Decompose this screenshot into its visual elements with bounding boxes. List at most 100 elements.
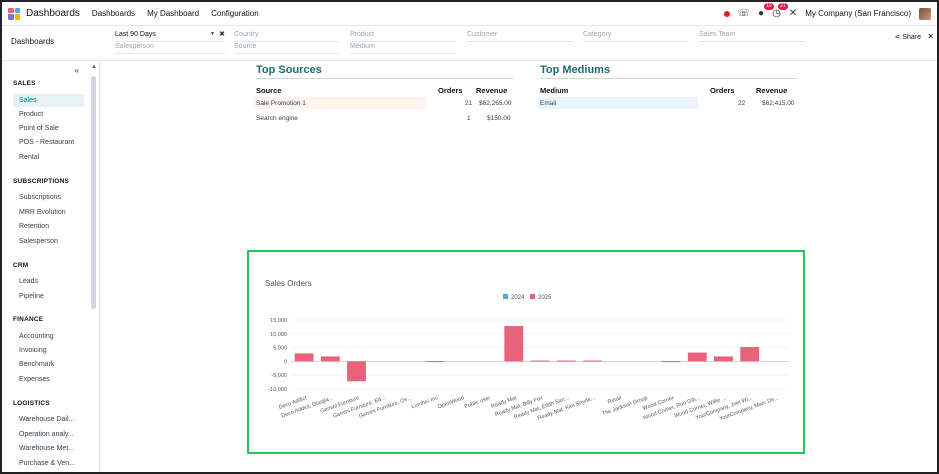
activities-icon[interactable]: ◷ 21 — [772, 3, 788, 19]
medium-filter-placeholder: Medium — [350, 43, 375, 50]
date-filter-value: Last 90 Days — [115, 31, 156, 38]
sidebar-item-salesperson[interactable]: Salesperson — [19, 238, 58, 245]
bar-2025 — [740, 347, 760, 362]
top-sources-row2-name[interactable]: Search engine — [256, 115, 298, 122]
y-tick-label: 5,000 — [273, 346, 287, 352]
top-mediums-row1-name[interactable]: Email — [540, 100, 557, 107]
sidebar-item-pipeline[interactable]: Pipeline — [19, 293, 44, 300]
section-finance: FINANCE — [13, 316, 44, 323]
share-icon: ⋖ — [894, 34, 903, 41]
y-tick-label: 0 — [284, 359, 287, 365]
debug-tools-icon[interactable]: ✕ — [788, 8, 798, 19]
section-subscriptions: SUBSCRIPTIONS — [13, 178, 70, 185]
recording-indicator-icon[interactable] — [723, 10, 730, 17]
sidebar-item-benchmark[interactable]: Benchmark — [19, 361, 55, 368]
salesperson-filter[interactable]: Salesperson — [115, 43, 225, 54]
top-mediums-header-medium: Medium — [540, 86, 569, 95]
sidebar-item-point-of-sale[interactable]: Point of Sale — [19, 125, 59, 132]
sales-team-filter[interactable]: Sales Team — [699, 31, 805, 42]
chart-canvas: 2024 202515,00010,0005,0000-5,000-10,000D… — [268, 294, 789, 422]
breadcrumb: Dashboards — [11, 37, 55, 46]
sidebar-item-retention[interactable]: Retention — [19, 223, 49, 230]
top-navbar: Dashboards Dashboards My Dashboard Confi… — [2, 2, 937, 26]
sidebar-item-subscriptions[interactable]: Subscriptions — [19, 194, 62, 201]
close-panel-icon[interactable]: ✕ — [927, 32, 934, 41]
sidebar-item-mrr-evolution[interactable]: MRR Evolution — [19, 209, 66, 216]
sidebar-item-warehouse-daily[interactable]: Warehouse Dail... — [19, 416, 75, 423]
customer-filter-placeholder: Customer — [467, 31, 498, 38]
nav-dashboards[interactable]: Dashboards — [91, 9, 136, 18]
section-sales: SALES — [13, 80, 36, 87]
bar-2025 — [294, 353, 314, 362]
customer-filter[interactable]: Customer — [467, 31, 573, 42]
nav-my-dashboard[interactable]: My Dashboard — [147, 9, 200, 18]
top-sources-header-revenue: Revenue — [476, 86, 508, 95]
scroll-up-arrow-icon[interactable]: ▲ — [91, 64, 97, 70]
sidebar-item-accounting[interactable]: Accounting — [19, 333, 54, 340]
y-tick-label: -10,000 — [268, 387, 287, 393]
sidebar-item-operation-analysis[interactable]: Operation analy... — [19, 431, 74, 438]
top-sources-row1-revenue: $62,265.00 — [479, 100, 512, 107]
top-sources-row1-name[interactable]: Sale Promotion 1 — [256, 100, 306, 107]
y-tick-label: 10,000 — [270, 332, 287, 338]
x-tick-label: Public user — [464, 395, 492, 410]
sidebar-item-leads[interactable]: Leads — [19, 278, 39, 285]
x-tick-label: Retail — [607, 395, 622, 405]
legend-label-2025: 2025 — [538, 295, 552, 301]
app-brand[interactable]: Dashboards — [26, 8, 80, 19]
bar-2025 — [425, 361, 445, 363]
bar-2025 — [556, 360, 576, 362]
chevron-down-icon[interactable]: ▼ — [210, 31, 215, 37]
messages-icon[interactable]: ● 10 — [758, 3, 774, 19]
top-mediums-row1-orders: 22 — [738, 100, 746, 107]
sidebar-item-pos-restaurant[interactable]: POS - Restaurant — [19, 139, 75, 146]
dashboard-content: Top Sources Source Orders Revenue Sale P… — [101, 62, 937, 472]
category-filter-placeholder: Category — [583, 31, 612, 38]
sidebar-item-warehouse-metrics[interactable]: Warehouse Met... — [19, 445, 74, 452]
sales-team-filter-placeholder: Sales Team — [699, 31, 736, 38]
table-row[interactable] — [538, 97, 698, 109]
top-sources-header-source: Source — [256, 86, 282, 95]
salesperson-filter-placeholder: Salesperson — [115, 43, 154, 50]
nav-configuration[interactable]: Configuration — [211, 9, 259, 18]
x-tick-label: OpenWood — [437, 395, 465, 410]
clear-filter-icon[interactable]: ✖ — [219, 31, 225, 38]
sidebar-scrollbar[interactable] — [91, 76, 96, 309]
category-filter[interactable]: Category — [583, 31, 689, 42]
product-filter-placeholder: Product — [350, 31, 375, 38]
chart-title: Sales Orders — [265, 279, 312, 288]
top-sources-row2-revenue: $150.00 — [487, 115, 511, 122]
collapse-sidebar-icon[interactable]: « — [74, 66, 79, 75]
table-row[interactable] — [254, 97, 426, 109]
user-avatar[interactable] — [919, 7, 931, 20]
section-logistics: LOGISTICS — [13, 400, 50, 407]
sidebar-item-expenses[interactable]: Expenses — [19, 376, 50, 383]
sidebar-item-sales[interactable]: Sales — [13, 94, 84, 107]
bar-2025 — [347, 361, 366, 382]
bar-2025 — [714, 356, 733, 362]
product-filter[interactable]: Product — [350, 31, 456, 42]
apps-menu-icon[interactable] — [8, 7, 20, 20]
share-button[interactable]: ⋖ Share — [895, 33, 922, 41]
medium-filter[interactable]: Medium — [350, 43, 456, 54]
phone-icon[interactable]: ☏ — [737, 8, 751, 19]
top-mediums-header-orders: Orders — [710, 86, 735, 95]
bar-2025 — [320, 356, 340, 362]
bar-2025 — [687, 352, 707, 362]
company-switcher[interactable]: My Company (San Francisco) — [805, 9, 911, 18]
bar-2025 — [504, 326, 524, 362]
sidebar-item-purchase-vendors[interactable]: Purchase & Ven... — [19, 460, 76, 467]
section-crm: CRM — [13, 262, 29, 269]
legend-swatch-2025 — [530, 294, 535, 299]
bar-2025 — [582, 360, 602, 362]
control-panel: Dashboards Last 90 Days ▼ ✖ Country Prod… — [2, 27, 937, 61]
source-filter[interactable]: Source — [234, 43, 340, 54]
sidebar-item-rental[interactable]: Rental — [19, 154, 40, 161]
sidebar-item-invoicing[interactable]: Invoicing — [19, 347, 47, 354]
country-filter[interactable]: Country — [234, 31, 340, 42]
sidebar-item-product[interactable]: Product — [19, 111, 44, 118]
date-filter[interactable]: Last 90 Days ▼ ✖ — [115, 31, 225, 42]
x-tick-label: Lumber Inc — [411, 395, 439, 410]
legend-label-2024: 2024 — [511, 295, 525, 301]
